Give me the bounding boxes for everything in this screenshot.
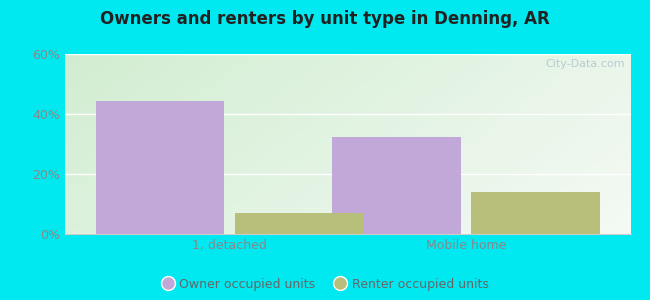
- Bar: [332, 137, 461, 234]
- Legend: Owner occupied units, Renter occupied units: Owner occupied units, Renter occupied un…: [162, 278, 488, 291]
- Bar: [96, 101, 224, 234]
- Bar: [235, 213, 363, 234]
- Text: City-Data.com: City-Data.com: [545, 59, 625, 69]
- Text: Owners and renters by unit type in Denning, AR: Owners and renters by unit type in Denni…: [100, 11, 550, 28]
- Bar: [471, 192, 600, 234]
